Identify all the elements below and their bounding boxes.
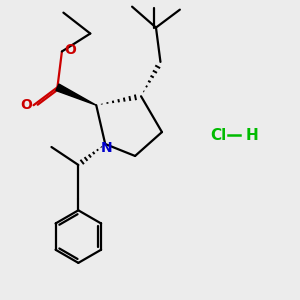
Text: N: N [101, 141, 112, 154]
Text: Cl: Cl [211, 128, 227, 142]
Text: O: O [64, 43, 76, 57]
Polygon shape [56, 84, 96, 105]
Text: H: H [245, 128, 258, 142]
Text: O: O [20, 98, 32, 112]
